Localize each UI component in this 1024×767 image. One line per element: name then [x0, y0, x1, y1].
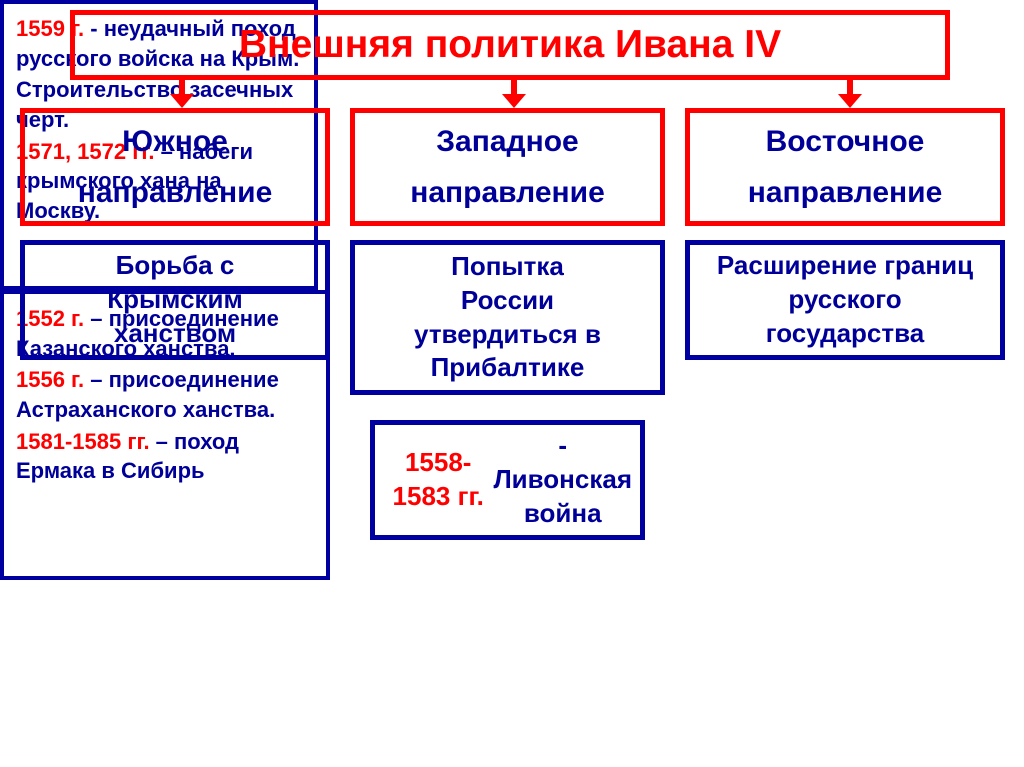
- dir-line1: Восточное: [766, 116, 925, 167]
- title-text: Внешняя политика Ивана IV: [239, 23, 781, 67]
- arrow-south: [170, 80, 194, 108]
- title-box: Внешняя политика Ивана IV: [70, 10, 950, 80]
- dir-line2: направление: [410, 167, 605, 218]
- arrow-west: [502, 80, 526, 108]
- desc-west: ПопыткаРоссииутвердиться вПрибалтике: [350, 240, 665, 395]
- desc-south: Борьба сКрымскимханством: [20, 240, 330, 360]
- dir-line2: направление: [78, 167, 273, 218]
- direction-south: Южное направление: [20, 108, 330, 226]
- desc-east: Расширение границрусскогогосударства: [685, 240, 1005, 360]
- dir-line2: направление: [748, 167, 943, 218]
- dir-line1: Южное: [122, 116, 228, 167]
- arrow-east: [838, 80, 862, 108]
- direction-west: Западное направление: [350, 108, 665, 226]
- direction-east: Восточное направление: [685, 108, 1005, 226]
- dir-line1: Западное: [436, 116, 578, 167]
- war-box: 1558-1583 гг. -Ливонскаявойна: [370, 420, 645, 540]
